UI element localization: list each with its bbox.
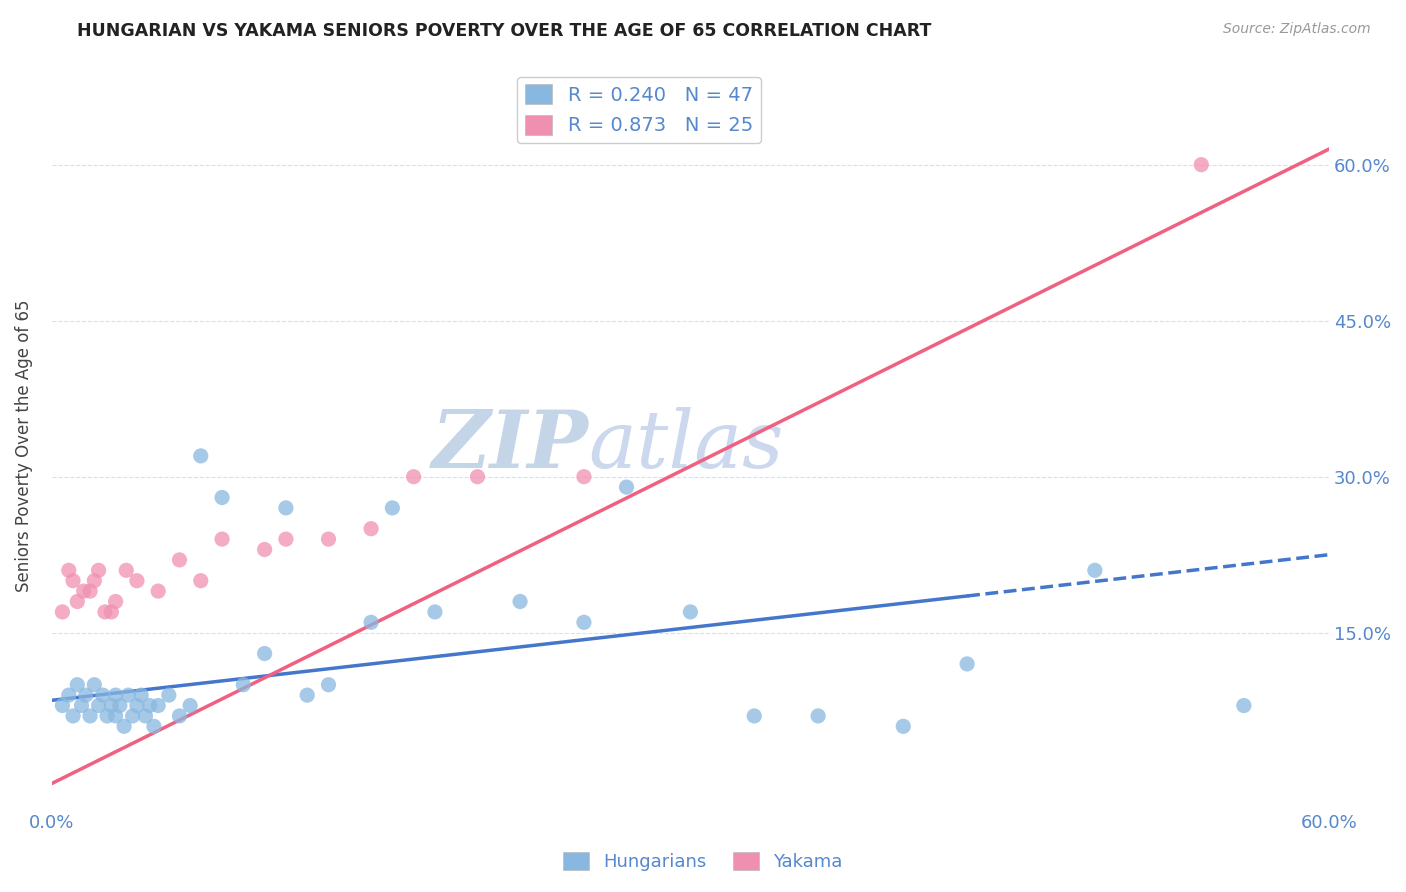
- Point: [253, 542, 276, 557]
- Point: [148, 584, 170, 599]
- Point: [66, 678, 89, 692]
- Point: [58, 688, 80, 702]
- Point: [58, 563, 80, 577]
- Legend: R = 0.240   N = 47, R = 0.873   N = 25: R = 0.240 N = 47, R = 0.873 N = 25: [517, 77, 761, 143]
- Point: [742, 709, 765, 723]
- Point: [1084, 563, 1107, 577]
- Point: [66, 594, 89, 608]
- Point: [572, 469, 595, 483]
- Point: [956, 657, 979, 671]
- Text: ZIP: ZIP: [432, 407, 588, 484]
- Point: [616, 480, 638, 494]
- Point: [211, 532, 233, 546]
- Point: [134, 709, 156, 723]
- Point: [62, 709, 84, 723]
- Point: [79, 709, 101, 723]
- Point: [295, 688, 318, 702]
- Point: [83, 574, 105, 588]
- Point: [129, 688, 152, 702]
- Point: [104, 709, 127, 723]
- Point: [423, 605, 446, 619]
- Point: [51, 605, 73, 619]
- Point: [100, 605, 122, 619]
- Point: [274, 500, 297, 515]
- Point: [142, 719, 165, 733]
- Point: [104, 688, 127, 702]
- Point: [509, 594, 531, 608]
- Point: [108, 698, 131, 713]
- Point: [112, 719, 135, 733]
- Point: [83, 678, 105, 692]
- Point: [87, 563, 110, 577]
- Point: [402, 469, 425, 483]
- Point: [190, 449, 212, 463]
- Point: [91, 688, 114, 702]
- Point: [148, 698, 170, 713]
- Point: [125, 698, 148, 713]
- Point: [572, 615, 595, 630]
- Text: HUNGARIAN VS YAKAMA SENIORS POVERTY OVER THE AGE OF 65 CORRELATION CHART: HUNGARIAN VS YAKAMA SENIORS POVERTY OVER…: [77, 22, 932, 40]
- Point: [318, 532, 340, 546]
- Point: [138, 698, 160, 713]
- Point: [169, 709, 191, 723]
- Point: [1233, 698, 1256, 713]
- Point: [807, 709, 830, 723]
- Point: [115, 563, 138, 577]
- Point: [94, 605, 117, 619]
- Point: [75, 688, 97, 702]
- Point: [117, 688, 139, 702]
- Point: [157, 688, 180, 702]
- Point: [360, 615, 382, 630]
- Point: [211, 491, 233, 505]
- Point: [79, 584, 101, 599]
- Point: [190, 574, 212, 588]
- Point: [467, 469, 489, 483]
- Point: [274, 532, 297, 546]
- Point: [679, 605, 702, 619]
- Y-axis label: Seniors Poverty Over the Age of 65: Seniors Poverty Over the Age of 65: [15, 299, 32, 591]
- Point: [125, 574, 148, 588]
- Point: [232, 678, 254, 692]
- Point: [70, 698, 93, 713]
- Point: [169, 553, 191, 567]
- Point: [891, 719, 914, 733]
- Point: [104, 594, 127, 608]
- Text: atlas: atlas: [588, 407, 783, 484]
- Text: Source: ZipAtlas.com: Source: ZipAtlas.com: [1223, 22, 1371, 37]
- Point: [318, 678, 340, 692]
- Point: [179, 698, 201, 713]
- Point: [1189, 158, 1212, 172]
- Point: [87, 698, 110, 713]
- Point: [62, 574, 84, 588]
- Point: [51, 698, 73, 713]
- Point: [73, 584, 96, 599]
- Point: [96, 709, 118, 723]
- Point: [253, 647, 276, 661]
- Legend: Hungarians, Yakama: Hungarians, Yakama: [557, 845, 849, 879]
- Point: [100, 698, 122, 713]
- Point: [381, 500, 404, 515]
- Point: [121, 709, 143, 723]
- Point: [360, 522, 382, 536]
